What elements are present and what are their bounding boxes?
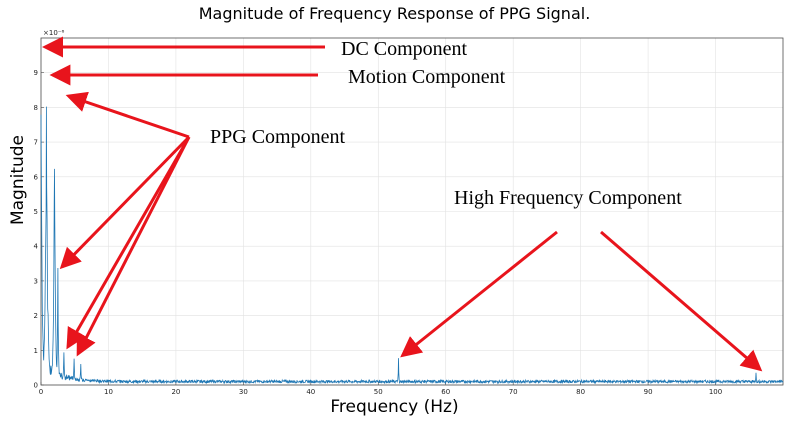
x-tick-label: 10 <box>104 388 113 396</box>
arrow-high-frequency-1 <box>400 230 558 358</box>
annotation-dc-label: DC Component <box>341 38 468 60</box>
y-tick-label: 6 <box>34 173 39 181</box>
x-tick-label: 20 <box>171 388 180 396</box>
x-tick-label: 80 <box>576 388 585 396</box>
chart-title: Magnitude of Frequency Response of PPG S… <box>198 4 591 23</box>
x-tick-label: 0 <box>39 388 43 396</box>
arrow-high-frequency-2 <box>600 230 763 372</box>
annotation-motion: Motion Component <box>348 66 506 88</box>
y-tick-label: 3 <box>34 277 38 285</box>
y-tick-label: 4 <box>34 243 39 251</box>
annotation-ppg: PPG Component <box>210 126 345 148</box>
x-axis-label: Frequency (Hz) <box>330 397 459 417</box>
y-tick-label: 5 <box>34 208 38 216</box>
magnitude-series-line <box>40 106 784 385</box>
y-tick-label: 9 <box>34 69 38 77</box>
y-tick-label: 1 <box>34 347 38 355</box>
annotation-high-frequency-label: High Frequency Component <box>454 187 682 209</box>
x-tick-label: 100 <box>709 388 722 396</box>
x-tick-label: 90 <box>644 388 653 396</box>
y-tick-label: 0 <box>34 382 38 390</box>
annotation-ppg-label: PPG Component <box>210 126 345 148</box>
arrow-ppg-4 <box>76 136 191 357</box>
x-tick-label: 60 <box>441 388 450 396</box>
grid-lines <box>40 38 783 386</box>
annotation-motion-label: Motion Component <box>348 66 506 88</box>
x-tick-label: 30 <box>239 388 248 396</box>
y-tick-label: 7 <box>34 139 38 147</box>
x-tick-label: 50 <box>374 388 383 396</box>
annotation-dc: DC Component <box>341 38 468 60</box>
y-tick-label: 2 <box>34 312 38 320</box>
x-tick-label: 40 <box>306 388 315 396</box>
y-exponent-label: ×10⁻⁶ <box>43 29 64 37</box>
y-tick-label: 8 <box>34 104 38 112</box>
annotation-arrows <box>42 36 763 372</box>
arrow-ppg-3 <box>66 136 191 350</box>
arrow-ppg-1 <box>65 91 190 139</box>
annotation-high-frequency: High Frequency Component <box>454 187 682 209</box>
arrow-ppg-2 <box>59 135 191 270</box>
axis-ticks: 0 10 20 30 40 50 60 70 80 90 100 0 1 2 3 4 5 6 7 8 9 <box>34 69 723 396</box>
x-tick-label: 70 <box>509 388 518 396</box>
